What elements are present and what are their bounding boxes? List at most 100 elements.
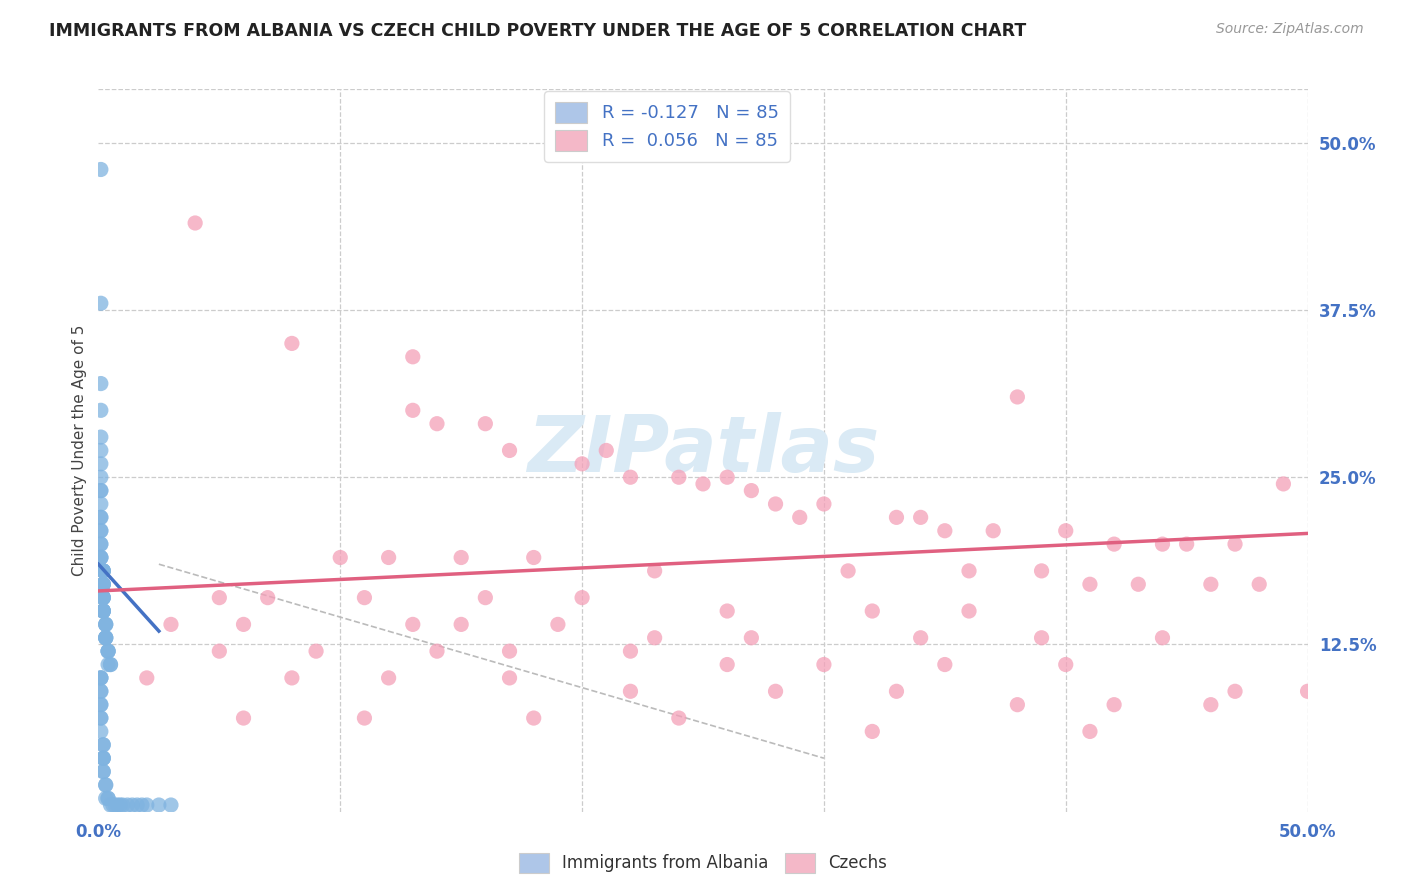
Point <box>91 604 114 618</box>
Point <box>108 798 131 813</box>
Point <box>281 336 304 351</box>
Point <box>90 457 112 471</box>
Point <box>474 591 496 605</box>
Point <box>981 524 1004 538</box>
Point <box>402 350 425 364</box>
Point <box>329 550 352 565</box>
Point <box>90 684 112 698</box>
Point <box>91 764 114 779</box>
Point <box>474 417 496 431</box>
Point <box>740 483 762 498</box>
Point <box>957 564 980 578</box>
Point <box>377 671 399 685</box>
Point <box>91 751 114 765</box>
Point <box>547 617 569 632</box>
Point <box>305 644 328 658</box>
Point <box>256 591 278 605</box>
Point <box>644 564 666 578</box>
Point <box>90 671 112 685</box>
Point <box>90 537 112 551</box>
Point <box>886 684 908 698</box>
Point <box>97 657 120 672</box>
Point <box>90 443 112 458</box>
Point <box>91 738 114 752</box>
Point <box>498 443 520 458</box>
Point <box>1007 390 1029 404</box>
Point <box>789 510 811 524</box>
Point <box>117 798 139 813</box>
Point <box>90 470 112 484</box>
Point <box>402 617 425 632</box>
Point <box>837 564 859 578</box>
Point <box>232 711 254 725</box>
Point <box>619 470 641 484</box>
Point <box>498 644 520 658</box>
Point <box>1223 537 1246 551</box>
Point <box>668 470 690 484</box>
Point <box>91 738 114 752</box>
Point <box>595 443 617 458</box>
Point <box>111 798 134 813</box>
Point <box>523 550 546 565</box>
Point <box>107 798 129 813</box>
Point <box>208 644 231 658</box>
Point <box>97 791 120 805</box>
Point <box>377 550 399 565</box>
Point <box>571 591 593 605</box>
Point <box>1078 577 1101 591</box>
Point <box>90 537 112 551</box>
Point <box>90 671 112 685</box>
Point <box>934 657 956 672</box>
Point <box>1199 577 1222 591</box>
Point <box>498 671 520 685</box>
Point <box>934 524 956 538</box>
Point <box>1272 476 1295 491</box>
Point <box>135 671 157 685</box>
Point <box>91 564 114 578</box>
Point <box>90 550 112 565</box>
Point <box>450 617 472 632</box>
Point <box>1223 684 1246 698</box>
Point <box>860 724 883 739</box>
Point <box>1249 577 1271 591</box>
Point <box>1054 657 1077 672</box>
Point <box>100 657 122 672</box>
Point <box>90 376 112 391</box>
Point <box>1152 631 1174 645</box>
Point <box>91 604 114 618</box>
Point <box>619 644 641 658</box>
Point <box>91 764 114 779</box>
Point <box>91 591 114 605</box>
Point <box>91 577 114 591</box>
Point <box>97 791 120 805</box>
Point <box>91 577 114 591</box>
Point <box>208 591 231 605</box>
Point <box>90 524 112 538</box>
Point <box>523 711 546 725</box>
Point <box>716 470 738 484</box>
Point <box>1102 698 1125 712</box>
Point <box>91 591 114 605</box>
Point <box>94 617 117 632</box>
Point <box>1031 564 1053 578</box>
Point <box>91 564 114 578</box>
Point <box>90 497 112 511</box>
Point <box>740 631 762 645</box>
Point <box>1199 698 1222 712</box>
Point <box>813 657 835 672</box>
Point <box>426 644 449 658</box>
Point <box>90 698 112 712</box>
Point <box>94 631 117 645</box>
Text: ZIPatlas: ZIPatlas <box>527 412 879 489</box>
Point <box>91 577 114 591</box>
Point <box>450 550 472 565</box>
Point <box>97 644 120 658</box>
Point <box>90 483 112 498</box>
Point <box>131 798 153 813</box>
Point <box>90 671 112 685</box>
Point <box>91 564 114 578</box>
Point <box>910 510 932 524</box>
Point <box>910 631 932 645</box>
Point <box>91 564 114 578</box>
Point <box>813 497 835 511</box>
